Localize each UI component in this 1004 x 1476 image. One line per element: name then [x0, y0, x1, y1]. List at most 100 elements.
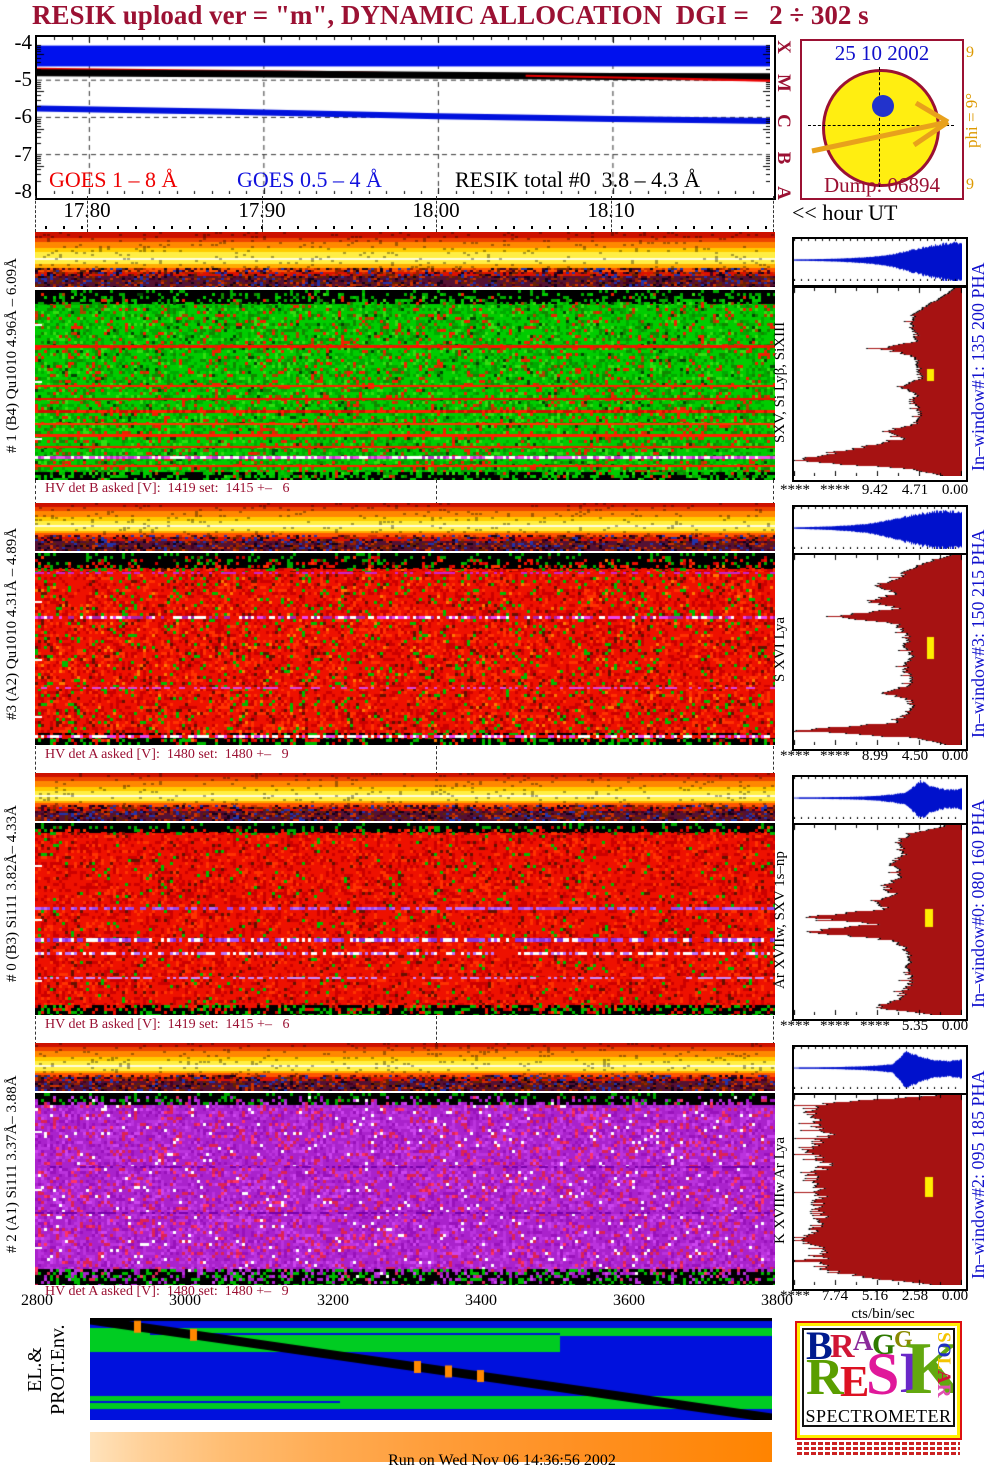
- env-panel-label: EL.& PROT.Env.: [24, 1324, 69, 1415]
- logo-letter: G: [872, 1328, 896, 1361]
- spectrogram-main-1: [35, 553, 775, 745]
- phi-label: phi = 9°: [962, 92, 981, 148]
- pha-axis-tick: ****: [820, 748, 850, 764]
- gap-dash: [35, 196, 36, 232]
- spectrogram-strip-3: [35, 1043, 775, 1091]
- logo-credits-lines: [797, 1452, 960, 1455]
- gap-dash: [262, 196, 263, 232]
- logo-letter: K: [905, 1332, 953, 1406]
- goes-class-letter: C: [773, 114, 794, 128]
- panel-left-label: # 2 (A1) Si111 3.37Å– 3.88Å: [4, 1075, 20, 1253]
- cts-axis-unit: cts/bin/sec: [851, 1306, 915, 1322]
- logo-letter: I: [899, 1340, 922, 1405]
- logo-letter: R: [806, 1349, 844, 1406]
- gap-dash: [35, 480, 36, 505]
- env-intensity-bar: [90, 1432, 772, 1462]
- sun-crosshair-v: [879, 67, 880, 187]
- gap-dash: [35, 1016, 36, 1045]
- pha-axis-tick: ****: [780, 748, 810, 764]
- gap-dash: [773, 196, 774, 232]
- hour-minor-ticks: [45, 226, 771, 229]
- dgi-axis-label: 3200: [317, 1292, 349, 1309]
- page-title: RESIK upload ver = "m", DYNAMIC ALLOCATI…: [32, 0, 869, 30]
- pha-blue-box-1: [792, 505, 968, 555]
- goes-ytick: -4: [14, 30, 33, 54]
- goes-class-letter: X: [773, 40, 794, 54]
- sun-crosshair-h: [808, 125, 954, 126]
- goes-ytick: -5: [14, 67, 33, 91]
- sun-date: 25 10 2002: [834, 41, 930, 65]
- gap-dash: [611, 196, 612, 232]
- logo-letter: S: [866, 1341, 900, 1407]
- panel-left-label: # 0 (B3) Si111 3.82Å– 4.33Å: [4, 805, 20, 983]
- pha-axis-tick: 4.50: [901, 748, 929, 764]
- logo-spectrometer: SPECTROMETER: [805, 1406, 952, 1426]
- hv-status-text: HV det A asked [V]: 1480 set: 1480 +– 9: [45, 747, 289, 762]
- pha-axis-tick: ****: [860, 1018, 890, 1034]
- logo-inner-box: B R A G G R E S I K SOLAR SPECTROMETER: [802, 1328, 955, 1427]
- goes-legend-blue: GOES 0.5 – 4 Å: [237, 167, 382, 192]
- spectral-line-label: S XVI Lya: [772, 617, 788, 683]
- pha-axis-tick: ****: [780, 482, 810, 498]
- gap-dash: [436, 196, 437, 232]
- pha-axis-tick: 2.58: [901, 1288, 929, 1304]
- pha-blue-canvas-1: [794, 507, 962, 549]
- hv-status-text: HV det A asked [V]: 1480 set: 1480 +– 9: [45, 1284, 289, 1299]
- goes-ytick: -8: [14, 179, 33, 203]
- logo-letter: R: [933, 1383, 954, 1398]
- spectrogram-main-3: [35, 1093, 775, 1285]
- goes-legend-red: GOES 1 – 8 Å: [49, 167, 178, 192]
- pha-axis-tick: ****: [780, 1018, 810, 1034]
- pha-axis-labels: **** 7.74 5.16 2.58 0.00: [778, 1288, 972, 1305]
- spectral-line-label: SXV, Si Lyβ, SiXIII: [772, 321, 788, 443]
- pha-axis-labels: **** **** 9.42 4.71 0.00: [778, 482, 972, 499]
- pha-red-box-3: [792, 1093, 968, 1291]
- pha-red-canvas-0: [794, 288, 962, 476]
- spectral-line-label: Ar XVIIw, SXV 1s–np: [772, 851, 788, 989]
- pha-axis-tick: 8.99: [861, 748, 889, 764]
- goes-ytick: -6: [14, 104, 33, 128]
- pha-axis-tick: 7.74: [821, 1288, 849, 1304]
- pha-window-label: In–window#3: 150 215 PHA: [968, 529, 988, 739]
- hv-status-text: HV det B asked [V]: 1419 set: 1415 +– 6: [45, 1017, 290, 1032]
- pha-axis-tick: ****: [780, 1288, 810, 1304]
- pha-blue-box-2: [792, 775, 968, 825]
- spectrogram-main-2: [35, 823, 775, 1015]
- logo-letter: A: [853, 1328, 874, 1357]
- logo-letter: S: [933, 1332, 954, 1343]
- dgi-axis-label: 3400: [465, 1292, 497, 1309]
- pha-axis-tick: 9.42: [861, 482, 889, 498]
- goes-ytick: -7: [14, 142, 33, 166]
- logo-letter: R: [830, 1328, 855, 1365]
- gap-dash: [436, 480, 437, 505]
- dump-label: Dump: 06894: [823, 173, 941, 197]
- pha-red-canvas-1: [794, 555, 962, 745]
- pha-red-canvas-3: [794, 1095, 962, 1285]
- goes-class-letter: M: [773, 74, 794, 92]
- pha-axis-tick: 4.71: [901, 482, 929, 498]
- spectrogram-strip-1: [35, 503, 775, 551]
- hour-ut-label: << hour UT: [792, 200, 898, 225]
- pha-axis-tick: 0.00: [941, 482, 969, 498]
- pha-blue-canvas-3: [794, 1047, 962, 1089]
- pha-axis-tick: 5.35: [901, 1018, 929, 1034]
- pha-blue-canvas-0: [794, 239, 962, 281]
- pha-red-box-2: [792, 823, 968, 1021]
- dgi-axis-label: 3000: [169, 1292, 201, 1309]
- gap-dash: [773, 480, 774, 505]
- dgi-axis-label: 2800: [21, 1292, 53, 1309]
- goes-legend-resik: RESIK total #0 3.8 – 4.3 Å: [455, 167, 701, 192]
- run-timestamp: Run on Wed Nov 06 14:36:56 2002: [388, 1452, 616, 1469]
- sunspot-marker: [872, 95, 894, 117]
- pha-window-label: In–window#2: 095 185 PHA: [968, 1070, 988, 1280]
- pha-red-box-0: [792, 286, 968, 482]
- spectrogram-strip-2: [35, 773, 775, 821]
- pha-axis-tick: 0.00: [941, 1018, 969, 1034]
- pha-axis-tick: 0.00: [941, 748, 969, 764]
- goes-plot-frame: GOES 1 – 8 Å GOES 0.5 – 4 Å RESIK total …: [35, 35, 776, 200]
- logo-credits-lines: [797, 1442, 960, 1445]
- pha-blue-box-3: [792, 1045, 968, 1095]
- gap-dash: [436, 746, 437, 775]
- sun-box: 25 10 2002 Dump: 06894: [800, 39, 964, 200]
- pha-red-canvas-2: [794, 825, 962, 1015]
